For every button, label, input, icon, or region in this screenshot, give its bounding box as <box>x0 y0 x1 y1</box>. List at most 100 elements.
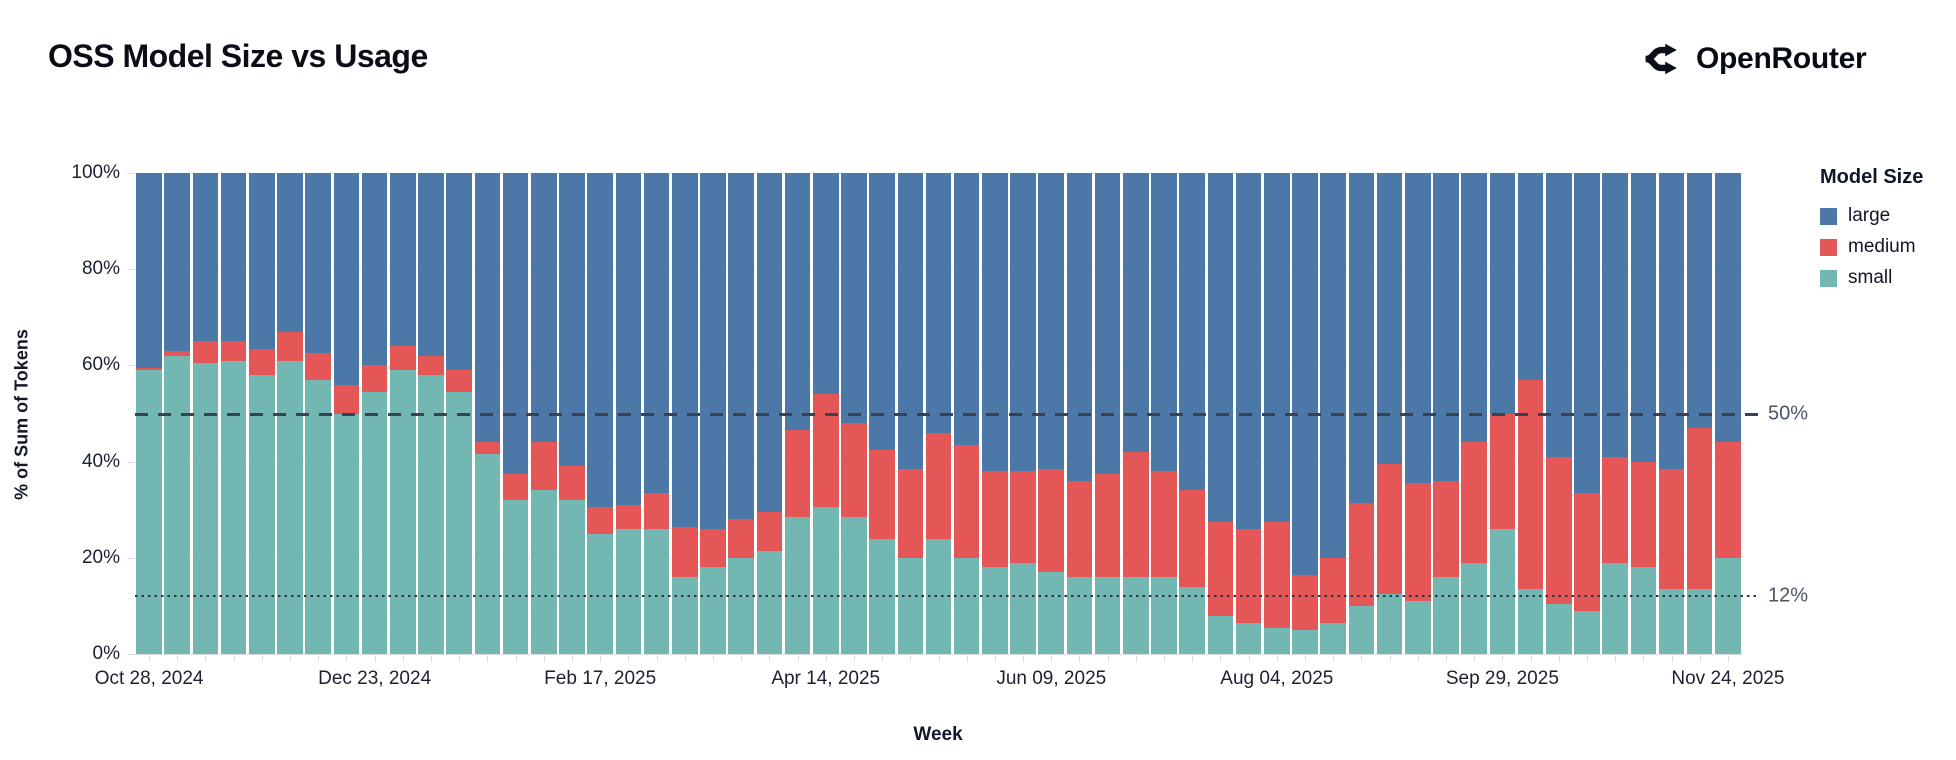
bar-week-52[interactable] <box>1602 173 1628 654</box>
bar-week-19[interactable] <box>671 173 698 654</box>
bar-segment-large[interactable] <box>1404 173 1431 484</box>
bar-week-34[interactable] <box>1094 173 1121 654</box>
bar-segment-small[interactable] <box>982 567 1008 654</box>
bar-segment-medium[interactable] <box>1320 557 1346 623</box>
bar-segment-medium[interactable] <box>1461 442 1487 563</box>
bar-week-55[interactable] <box>1686 173 1713 654</box>
bar-segment-medium[interactable] <box>1264 521 1290 628</box>
bar-segment-medium[interactable] <box>1602 456 1628 563</box>
bar-segment-small[interactable] <box>1545 603 1572 654</box>
bar-week-51[interactable] <box>1574 173 1600 654</box>
bar-segment-large[interactable] <box>418 173 444 356</box>
bar-segment-large[interactable] <box>1545 173 1572 457</box>
bar-segment-large[interactable] <box>1264 173 1290 522</box>
bar-segment-large[interactable] <box>1123 173 1149 452</box>
bar-segment-medium[interactable] <box>390 346 416 371</box>
bar-segment-medium[interactable] <box>756 512 783 551</box>
bar-segment-small[interactable] <box>897 557 924 654</box>
bar-segment-small[interactable] <box>305 379 332 654</box>
bar-segment-small[interactable] <box>390 370 416 654</box>
bar-segment-small[interactable] <box>1320 622 1346 654</box>
bar-week-27[interactable] <box>897 173 924 654</box>
bar-segment-small[interactable] <box>559 500 585 654</box>
bar-week-25[interactable] <box>841 173 867 654</box>
bar-segment-large[interactable] <box>1235 173 1262 529</box>
bar-segment-small[interactable] <box>220 360 247 654</box>
bar-segment-medium[interactable] <box>474 442 501 455</box>
bar-week-14[interactable] <box>531 173 557 654</box>
bar-segment-medium[interactable] <box>784 430 811 517</box>
bar-week-54[interactable] <box>1658 173 1685 654</box>
bar-segment-large[interactable] <box>1094 173 1121 474</box>
bar-week-43[interactable] <box>1348 173 1375 654</box>
bar-week-18[interactable] <box>643 173 670 654</box>
bar-segment-small[interactable] <box>1433 577 1459 654</box>
bar-segment-large[interactable] <box>390 173 416 347</box>
bar-week-47[interactable] <box>1461 173 1487 654</box>
bar-segment-small[interactable] <box>1179 586 1206 654</box>
bar-segment-small[interactable] <box>1348 605 1375 654</box>
bar-segment-medium[interactable] <box>502 473 529 501</box>
bar-week-17[interactable] <box>615 173 642 654</box>
bar-week-44[interactable] <box>1376 173 1403 654</box>
bar-week-40[interactable] <box>1264 173 1290 654</box>
bar-segment-large[interactable] <box>1517 173 1544 380</box>
bar-segment-medium[interactable] <box>1376 464 1403 594</box>
bar-week-8[interactable] <box>361 173 388 654</box>
bar-segment-medium[interactable] <box>1235 528 1262 623</box>
bar-segment-small[interactable] <box>953 557 980 654</box>
bar-segment-medium[interactable] <box>305 353 332 380</box>
bar-week-7[interactable] <box>333 173 360 654</box>
bar-segment-small[interactable] <box>136 370 162 654</box>
bar-week-3[interactable] <box>220 173 247 654</box>
bar-segment-medium[interactable] <box>925 432 952 539</box>
bar-week-10[interactable] <box>418 173 444 654</box>
bar-week-33[interactable] <box>1066 173 1093 654</box>
bar-week-38[interactable] <box>1207 173 1234 654</box>
bar-segment-small[interactable] <box>446 391 472 654</box>
bar-week-6[interactable] <box>305 173 332 654</box>
legend-item-medium[interactable]: medium <box>1820 236 1923 258</box>
bar-segment-large[interactable] <box>1038 173 1065 469</box>
bar-segment-large[interactable] <box>756 173 783 513</box>
bar-segment-medium[interactable] <box>953 444 980 558</box>
bar-week-30[interactable] <box>982 173 1008 654</box>
bar-segment-large[interactable] <box>333 173 360 385</box>
bar-segment-medium[interactable] <box>1151 471 1177 578</box>
bar-segment-large[interactable] <box>277 173 303 332</box>
bar-segment-medium[interactable] <box>1545 456 1572 604</box>
bar-segment-small[interactable] <box>756 550 783 654</box>
bar-segment-medium[interactable] <box>220 341 247 361</box>
bar-week-35[interactable] <box>1123 173 1149 654</box>
bar-week-9[interactable] <box>390 173 416 654</box>
bar-segment-large[interactable] <box>1658 173 1685 469</box>
bar-week-22[interactable] <box>756 173 783 654</box>
bar-week-12[interactable] <box>474 173 501 654</box>
bar-segment-medium[interactable] <box>982 471 1008 568</box>
bar-segment-small[interactable] <box>361 391 388 654</box>
bar-segment-medium[interactable] <box>1038 468 1065 573</box>
bar-segment-medium[interactable] <box>1630 461 1657 568</box>
bar-segment-large[interactable] <box>784 173 811 431</box>
bar-segment-small[interactable] <box>615 528 642 654</box>
bar-segment-large[interactable] <box>671 173 698 527</box>
bar-segment-medium[interactable] <box>361 365 388 392</box>
bar-week-42[interactable] <box>1320 173 1346 654</box>
bar-segment-large[interactable] <box>361 173 388 366</box>
bar-segment-large[interactable] <box>164 173 191 351</box>
legend-item-small[interactable]: small <box>1820 267 1923 289</box>
bar-segment-small[interactable] <box>192 363 219 654</box>
bar-segment-large[interactable] <box>869 173 895 450</box>
bar-week-39[interactable] <box>1235 173 1262 654</box>
bar-segment-small[interactable] <box>1574 610 1600 654</box>
bar-segment-large[interactable] <box>982 173 1008 472</box>
bar-segment-small[interactable] <box>1066 577 1093 654</box>
bar-segment-small[interactable] <box>502 500 529 654</box>
bar-week-23[interactable] <box>784 173 811 654</box>
bar-segment-small[interactable] <box>1517 589 1544 654</box>
bar-segment-medium[interactable] <box>897 468 924 558</box>
bar-segment-medium[interactable] <box>587 507 613 534</box>
bar-segment-large[interactable] <box>249 173 275 349</box>
bar-segment-small[interactable] <box>1489 528 1516 654</box>
bar-segment-large[interactable] <box>474 173 501 443</box>
